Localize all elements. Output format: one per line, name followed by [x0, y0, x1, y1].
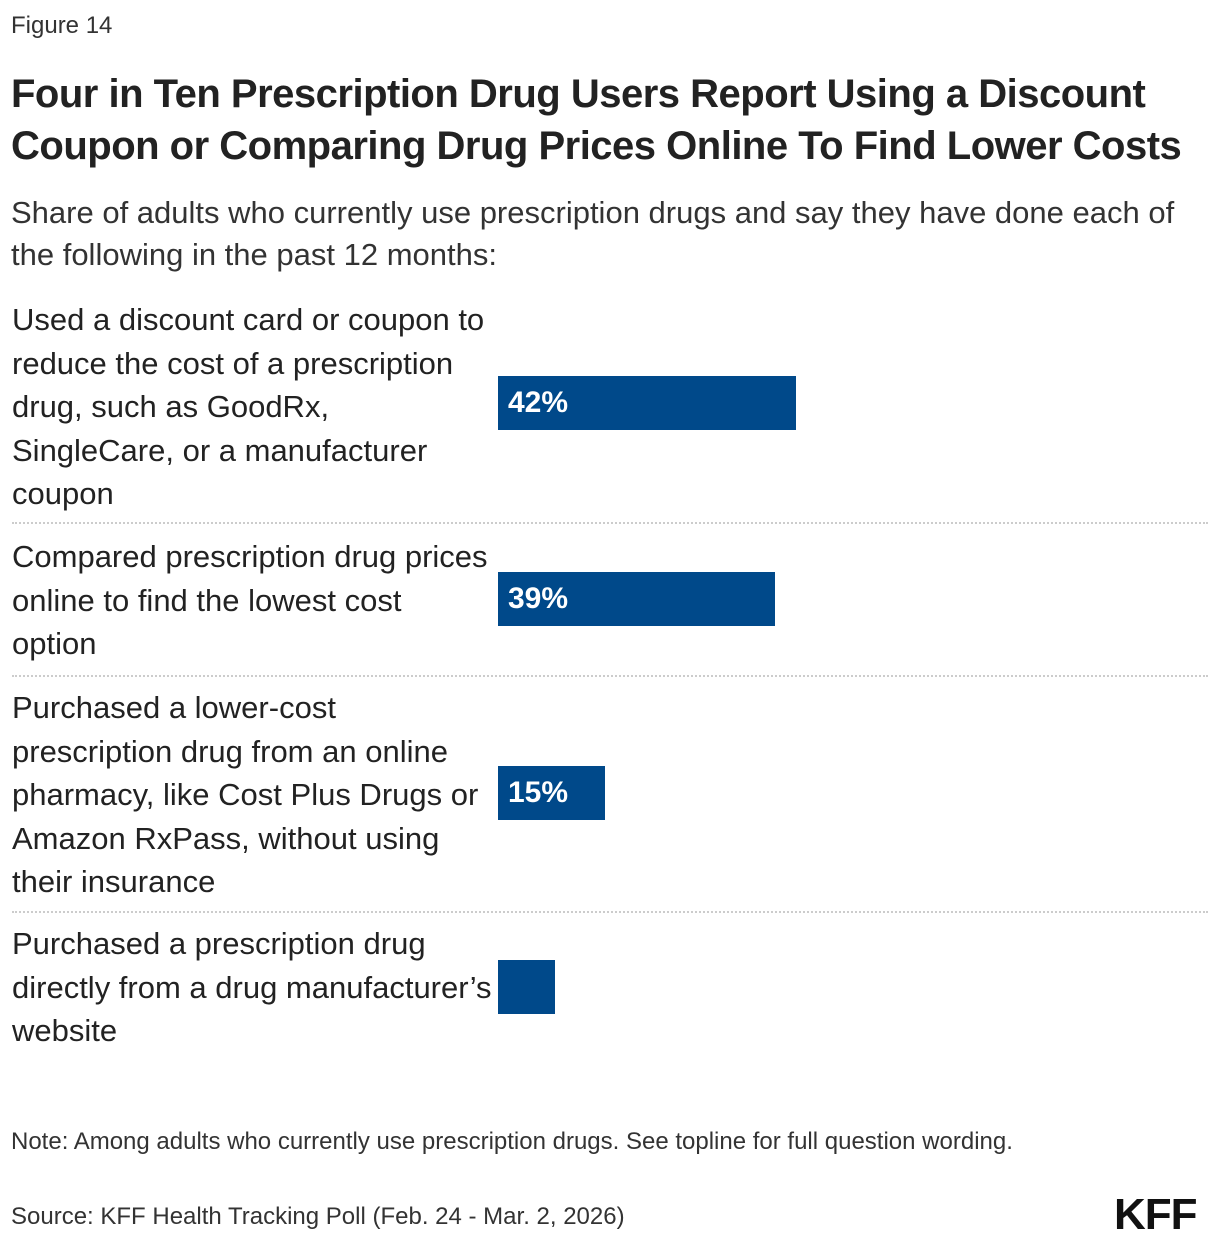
- category-label: Purchased a lower-cost prescription drug…: [12, 690, 479, 899]
- data-label: 39%: [508, 582, 569, 615]
- row-divider: [12, 911, 1208, 913]
- row-divider: [12, 675, 1208, 677]
- category-label: Compared prescription drug prices online…: [12, 539, 488, 661]
- bar-row: Compared prescription drug prices online…: [12, 535, 1208, 665]
- bar-row: Used a discount card or coupon to reduce…: [12, 298, 1208, 518]
- row-divider: [12, 522, 1208, 524]
- category-label: Purchased a prescription drug directly f…: [12, 926, 492, 1048]
- chart-subtitle: Share of adults who currently use prescr…: [11, 195, 1175, 272]
- bar: 15%: [498, 766, 605, 820]
- data-label: 42%: [508, 386, 569, 419]
- figure-label: Figure 14: [11, 12, 113, 39]
- bar-row: Purchased a lower-cost prescription drug…: [12, 686, 1208, 901]
- bar: [498, 960, 555, 1014]
- data-label: 15%: [508, 776, 569, 809]
- bar: 39%: [498, 572, 775, 626]
- bar-row: Purchased a prescription drug directly f…: [12, 922, 1208, 1052]
- chart-source: Source: KFF Health Tracking Poll (Feb. 2…: [11, 1203, 625, 1230]
- chart-title: Four in Ten Prescription Drug Users Repo…: [11, 72, 1182, 168]
- category-label: Used a discount card or coupon to reduce…: [12, 302, 485, 511]
- chart-note: Note: Among adults who currently use pre…: [11, 1128, 1013, 1155]
- kff-logo: KFF: [1114, 1190, 1198, 1239]
- bar: 42%: [498, 376, 797, 430]
